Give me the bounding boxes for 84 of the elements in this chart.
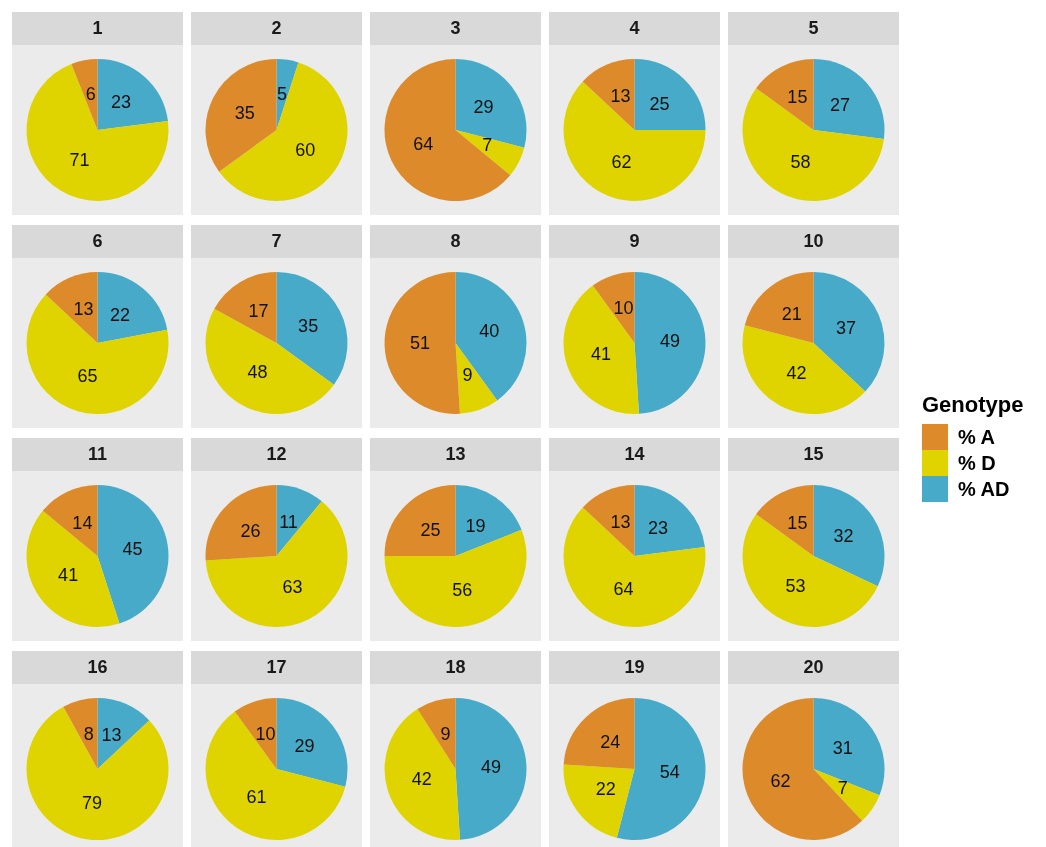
legend-title: Genotype <box>922 392 1024 418</box>
data-label: 42 <box>786 363 807 384</box>
chart-title: 8 <box>370 225 541 258</box>
data-label: 56 <box>452 579 473 600</box>
data-label: 11 <box>279 511 298 532</box>
data-label: 62 <box>770 771 791 792</box>
data-label: 7 <box>482 135 493 156</box>
data-label: 51 <box>410 333 431 354</box>
data-label: 64 <box>613 578 634 599</box>
text: 15 <box>787 513 808 534</box>
data-label: 29 <box>473 97 494 118</box>
data-label: 32 <box>833 525 854 546</box>
data-label: 22 <box>110 304 131 325</box>
data-label: 25 <box>420 519 441 540</box>
chart-title: 18 <box>370 651 541 684</box>
data-label: 60 <box>295 139 316 160</box>
data-label: 41 <box>58 564 79 585</box>
legend-label: % D <box>958 451 996 475</box>
data-label: 42 <box>411 768 432 789</box>
chart-title: 20 <box>728 651 899 684</box>
chart-title: 5 <box>728 12 899 45</box>
chart-title: 3 <box>370 12 541 45</box>
data-label: 62 <box>611 151 632 172</box>
data-label: 13 <box>101 725 122 746</box>
data-label: 64 <box>413 134 434 155</box>
data-label: 9 <box>440 723 451 744</box>
legend-label: % A <box>958 425 996 449</box>
data-label: 6 <box>85 84 96 105</box>
chart-title: 7 <box>191 225 362 258</box>
data-label: 15 <box>728 438 899 471</box>
chart-title: 9 <box>549 225 720 258</box>
data-label: 23 <box>647 518 668 539</box>
chart-title: 13 <box>370 438 541 471</box>
data-label: 48 <box>247 361 268 382</box>
data-label: 79 <box>81 793 102 814</box>
data-label: 29 <box>294 736 315 757</box>
data-label: 13 <box>610 86 631 107</box>
data-label: 41 <box>591 343 612 364</box>
data-label: 25 <box>649 93 670 114</box>
data-label: 22 <box>595 778 616 799</box>
data-label: 35 <box>298 315 319 336</box>
data-label: 19 <box>465 515 486 536</box>
data-label: 54 <box>659 762 680 783</box>
chart-title: 17 <box>191 651 362 684</box>
data-label: 37 <box>836 317 857 338</box>
data-label: 21 <box>781 303 802 324</box>
data-label: 49 <box>659 330 680 351</box>
data-label: 9 <box>462 365 473 386</box>
data-label: 14 <box>72 512 93 533</box>
data-label: 31 <box>832 738 853 759</box>
data-label: 45 <box>122 539 143 560</box>
chart-title: 19 <box>549 651 720 684</box>
chart-title: 12 <box>191 438 362 471</box>
data-label: 5 <box>277 83 288 104</box>
data-label: 61 <box>246 787 267 808</box>
chart-title: 1 <box>12 12 183 45</box>
data-label: 49 <box>480 756 501 777</box>
data-label: 13 <box>610 512 631 533</box>
data-label: 63 <box>282 576 303 597</box>
chart-title: 6 <box>12 225 183 258</box>
data-label: 24 <box>600 732 621 753</box>
data-label: 71 <box>69 149 90 170</box>
data-label: 53 <box>785 575 806 596</box>
data-label: 40 <box>479 321 500 341</box>
data-label: 26 <box>240 520 261 541</box>
data-label: 65 <box>77 366 98 387</box>
data-label: 10 <box>613 298 634 319</box>
data-label: 58 <box>790 151 811 172</box>
chart-title: 4 <box>549 12 720 45</box>
chart-title: 2 <box>191 12 362 45</box>
chart-title: 16 <box>12 651 183 684</box>
data-label: 13 <box>73 299 94 320</box>
data-label: 7 <box>837 777 848 798</box>
data-label: 17 <box>248 301 269 322</box>
chart-title: 10 <box>728 225 899 258</box>
legend-label: % AD <box>958 477 1010 501</box>
data-label: 27 <box>830 95 851 116</box>
data-label: 8 <box>83 723 94 744</box>
data-label: 10 <box>255 724 276 745</box>
chart-title: 14 <box>549 438 720 471</box>
chart-title: 11 <box>12 438 183 471</box>
data-label: 23 <box>110 92 131 113</box>
data-label: 15 <box>787 87 808 108</box>
data-label: 35 <box>234 102 255 123</box>
